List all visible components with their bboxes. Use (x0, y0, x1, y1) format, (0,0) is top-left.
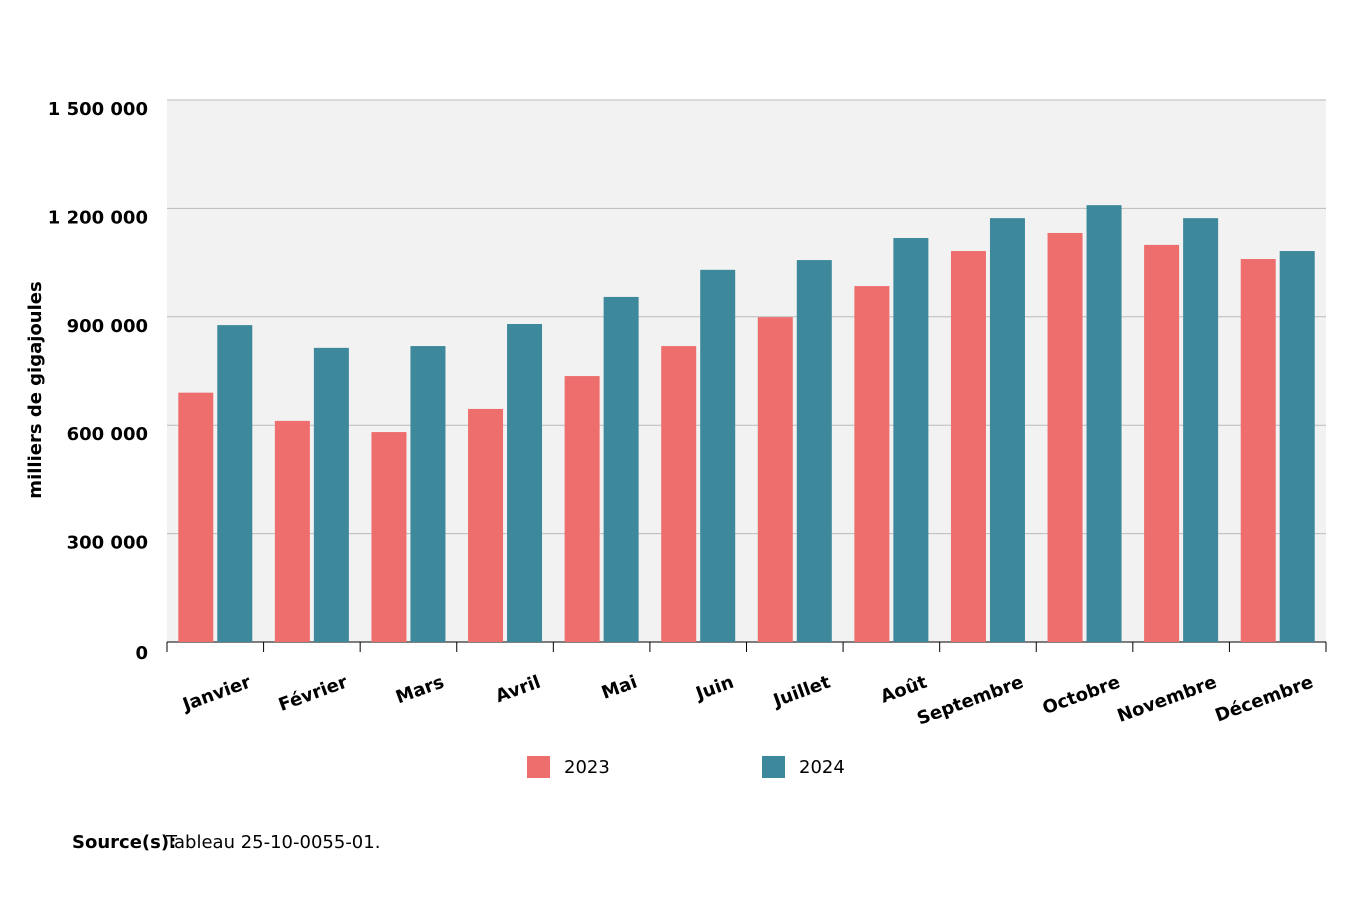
x-tick-label: Septembre (914, 672, 1026, 730)
bar (796, 260, 832, 642)
bar (1047, 232, 1083, 642)
bar (1183, 218, 1219, 642)
x-tick-label: Mars (393, 672, 447, 709)
bar (603, 296, 639, 642)
bar (661, 346, 697, 642)
x-tick-label: Janvier (178, 672, 254, 717)
x-tick-label: Novembre (1115, 672, 1220, 727)
bar (371, 432, 407, 642)
y-tick-label: 300 000 (67, 533, 148, 554)
y-tick-label: 600 000 (67, 424, 148, 445)
x-tick-label: Avril (493, 672, 544, 708)
bar (274, 420, 310, 642)
legend-swatch (527, 756, 550, 778)
bar (1279, 251, 1315, 642)
x-tick-label: Octobre (1040, 672, 1123, 719)
source-label: Source(s): (72, 832, 176, 853)
bar (1144, 244, 1180, 643)
x-tick-label: Juillet (769, 672, 834, 713)
bar (854, 286, 890, 642)
x-tick-label: Juin (691, 672, 736, 706)
bar (468, 408, 504, 642)
bar (313, 347, 349, 642)
bar (989, 218, 1025, 642)
plot-background (167, 100, 1326, 642)
legend-swatch (762, 756, 785, 778)
bar (410, 346, 446, 642)
bar (700, 269, 736, 642)
legend-label: 2024 (799, 757, 845, 778)
bar (564, 376, 600, 642)
legend-label: 2023 (564, 757, 610, 778)
x-tick-label: Août (878, 672, 930, 708)
bar (1240, 258, 1276, 642)
source: Tableau 25-10-0055-01. (165, 832, 380, 853)
y-tick-label: 1 500 000 (48, 99, 148, 120)
bar (1086, 205, 1122, 642)
y-tick-label: 900 000 (67, 316, 148, 337)
x-tick-label: Février (276, 672, 351, 716)
y-tick-label: 0 (135, 643, 148, 664)
bar (757, 317, 793, 642)
y-tick-label: 1 200 000 (48, 207, 148, 228)
bar (178, 392, 214, 642)
x-tick-label: Mai (599, 672, 640, 704)
y-axis-title: milliers de gigajoules (25, 281, 46, 498)
bar (950, 251, 986, 642)
bar (217, 325, 253, 642)
x-tick-label: Décembre (1212, 672, 1316, 727)
bar (893, 238, 929, 642)
bar (507, 324, 543, 642)
